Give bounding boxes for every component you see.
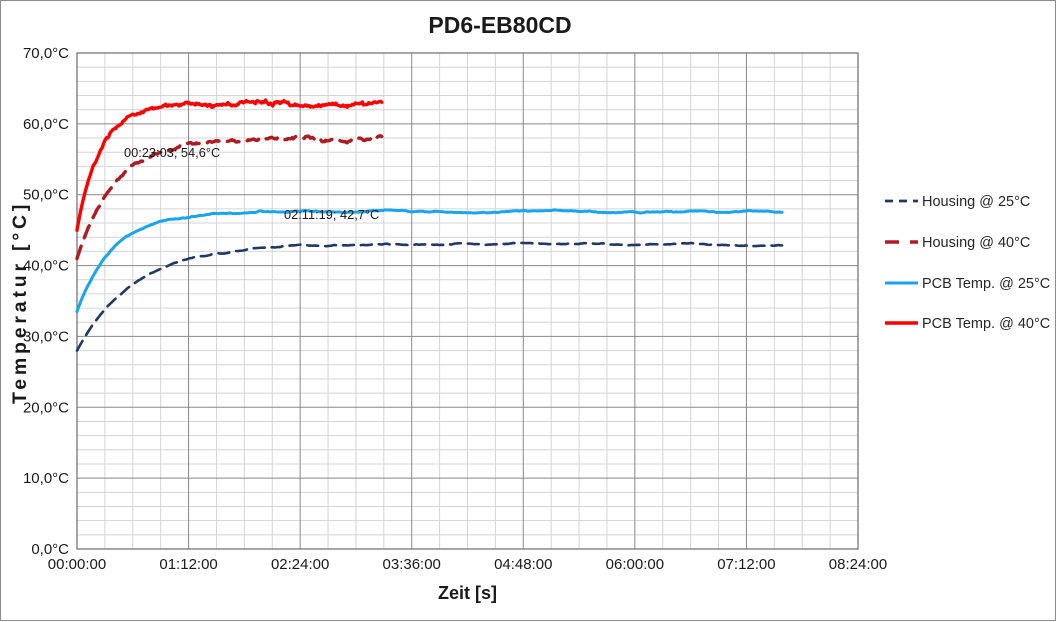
- svg-text:Housing @ 40°C: Housing @ 40°C: [922, 235, 1030, 251]
- svg-text:01:12:00: 01:12:00: [159, 556, 217, 573]
- svg-text:02:11:19; 42,7°C: 02:11:19; 42,7°C: [284, 207, 379, 222]
- svg-text:20,0°C: 20,0°C: [23, 399, 69, 416]
- svg-text:50,0°C: 50,0°C: [23, 187, 69, 204]
- svg-text:60,0°C: 60,0°C: [23, 116, 69, 133]
- svg-text:Housing @ 25°C: Housing @ 25°C: [922, 194, 1030, 210]
- svg-text:08:24:00: 08:24:00: [829, 556, 887, 573]
- svg-text:03:36:00: 03:36:00: [383, 556, 441, 573]
- svg-text:40,0°C: 40,0°C: [23, 258, 69, 275]
- svg-text:00:23:03; 54,6°C: 00:23:03; 54,6°C: [124, 145, 220, 160]
- svg-text:04:48:00: 04:48:00: [494, 556, 552, 573]
- svg-text:10,0°C: 10,0°C: [23, 470, 69, 487]
- svg-text:PCB Temp. @ 25°C: PCB Temp. @ 25°C: [922, 276, 1050, 292]
- svg-text:00:00:00: 00:00:00: [48, 556, 106, 573]
- svg-text:06:00:00: 06:00:00: [606, 556, 664, 573]
- svg-text:70,0°C: 70,0°C: [23, 45, 69, 62]
- svg-text:02:24:00: 02:24:00: [271, 556, 329, 573]
- svg-text:07:12:00: 07:12:00: [717, 556, 775, 573]
- svg-text:30,0°C: 30,0°C: [23, 328, 69, 345]
- svg-text:PCB Temp. @ 40°C: PCB Temp. @ 40°C: [922, 316, 1050, 332]
